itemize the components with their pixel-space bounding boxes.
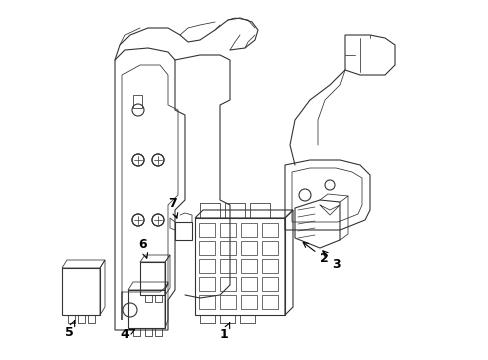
Text: 7: 7 — [168, 197, 178, 218]
Text: 1: 1 — [220, 323, 229, 341]
Text: 5: 5 — [65, 321, 75, 339]
Text: 4: 4 — [120, 328, 134, 341]
Text: 6: 6 — [138, 238, 147, 258]
Text: 2: 2 — [303, 242, 328, 265]
Text: 3: 3 — [322, 251, 340, 271]
